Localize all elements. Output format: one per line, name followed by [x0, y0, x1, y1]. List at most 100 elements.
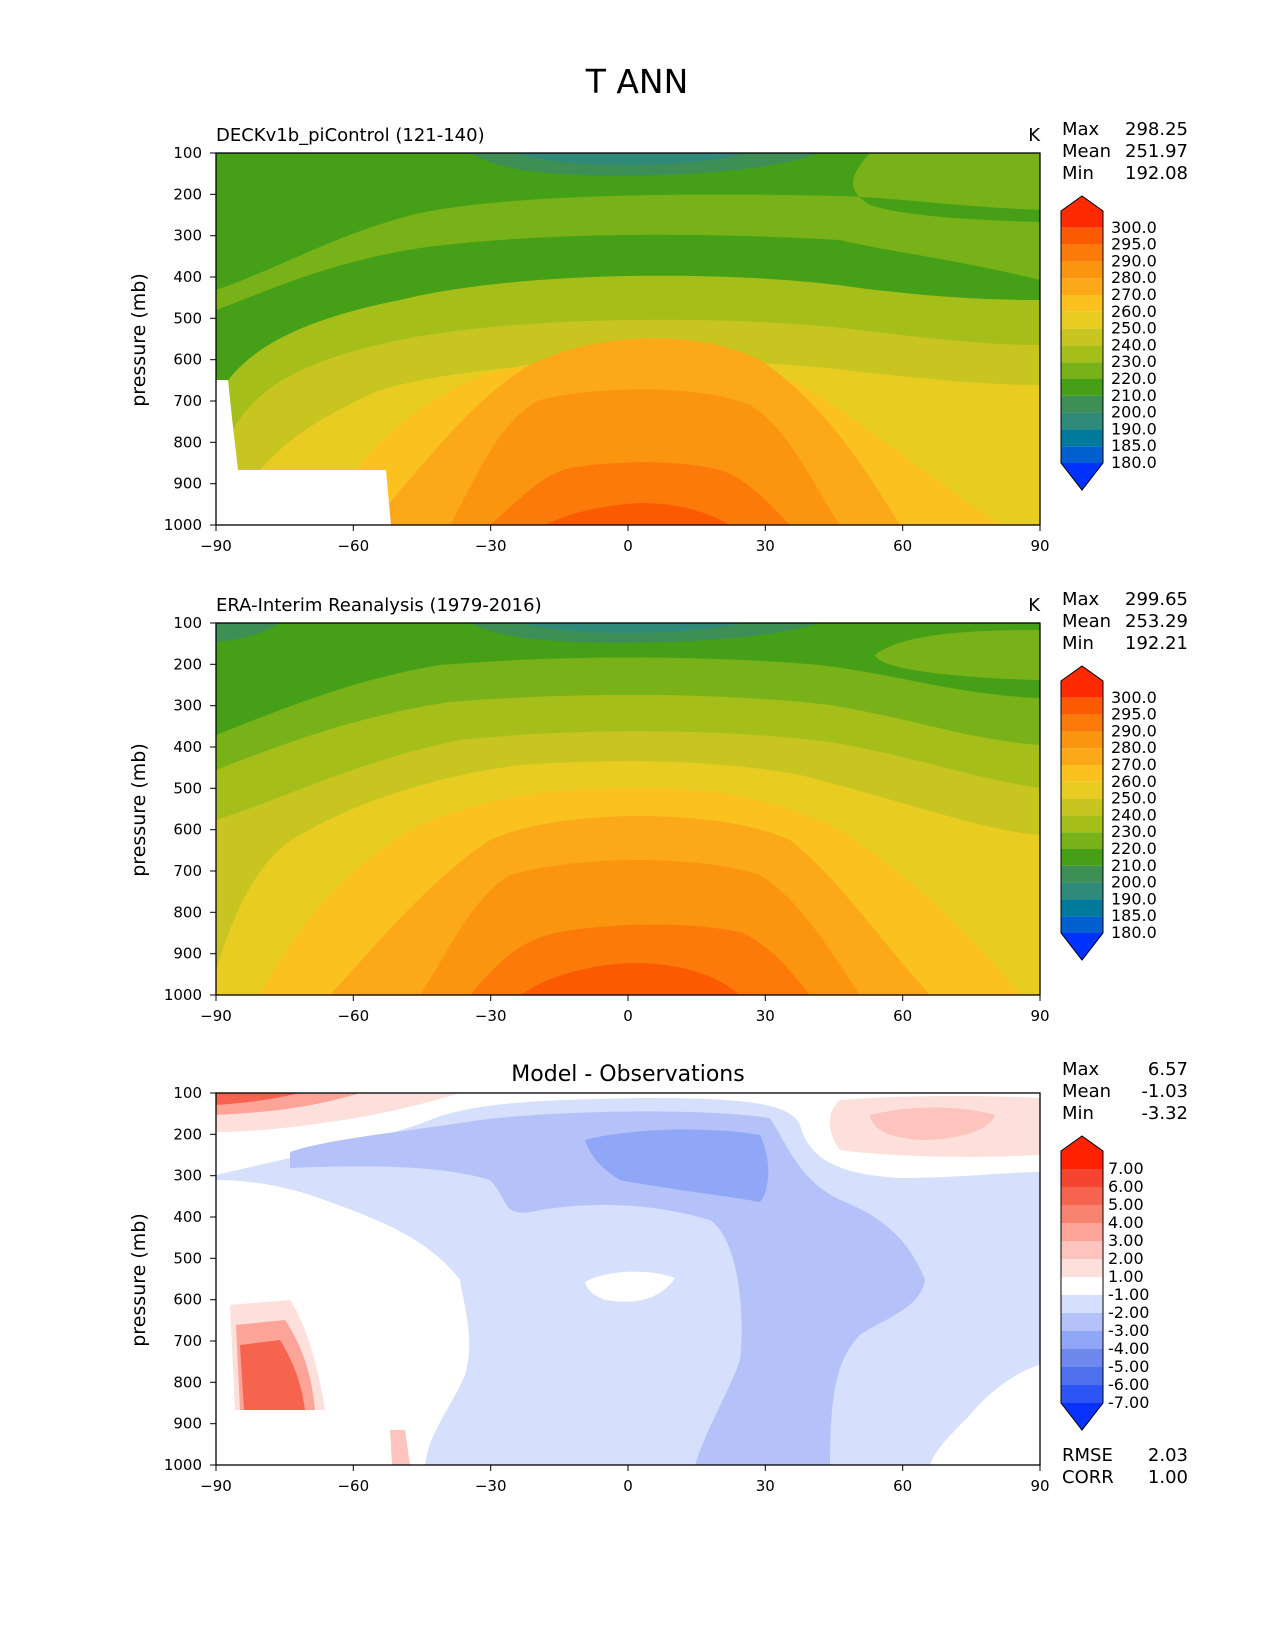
colorbar-label: -1.00	[1108, 1285, 1149, 1304]
y-tick-label: 300	[173, 1167, 202, 1185]
panel-title: ERA-Interim Reanalysis (1979-2016)	[216, 595, 542, 616]
stat-label-mean: Mean	[1062, 1081, 1111, 1102]
colorbar-label: -4.00	[1108, 1339, 1149, 1358]
diff-region-neg3	[585, 1129, 769, 1202]
colorbar-label: 200.0	[1111, 403, 1157, 422]
colorbar-swatch	[1061, 345, 1103, 363]
units-label: K	[1028, 595, 1041, 616]
stat-label-mean: Mean	[1062, 141, 1111, 162]
contour-region-190	[520, 623, 740, 633]
y-axis: 100 200 300 400 500 600 700 800 900 1000	[164, 144, 216, 534]
colorbar-label: 280.0	[1111, 268, 1157, 287]
x-tick-label: −60	[337, 537, 369, 555]
colorbar-swatch	[1061, 781, 1103, 799]
colorbar-swatch	[1061, 1295, 1103, 1313]
panel-title: DECKv1b_piControl (121-140)	[216, 125, 485, 146]
x-tick-label: 60	[893, 1007, 912, 1025]
stat-value-max: 298.25	[1125, 119, 1188, 140]
colorbar-swatch	[1061, 815, 1103, 833]
x-tick-label: 0	[623, 1007, 633, 1025]
colorbar-label: 220.0	[1111, 369, 1157, 388]
colorbar-label: 185.0	[1111, 436, 1157, 455]
colorbar-swatch	[1061, 798, 1103, 816]
colorbar-label: 260.0	[1111, 772, 1157, 791]
colorbar-swatch	[1061, 1223, 1103, 1241]
stat-value-max: 6.57	[1148, 1059, 1188, 1080]
colorbar-swatch	[1061, 1367, 1103, 1385]
contour-region-190	[515, 153, 745, 165]
y-tick-label: 900	[173, 945, 202, 963]
plot-area	[215, 622, 1041, 996]
colorbar-swatch	[1061, 261, 1103, 279]
metric-value-rmse: 2.03	[1148, 1445, 1188, 1466]
colorbar: 180.0 185.0 190.0 200.0 210.0 220.0 230.…	[1060, 195, 1157, 491]
y-tick-label: 500	[173, 309, 202, 327]
diff-region-pos5-nw	[216, 1093, 300, 1105]
colorbar-label: 3.00	[1108, 1231, 1144, 1250]
colorbar-label: 210.0	[1111, 386, 1157, 405]
colorbar-label: 240.0	[1111, 335, 1157, 354]
colorbar-swatch	[1061, 412, 1103, 430]
y-tick-label: 400	[173, 1208, 202, 1226]
colorbar-swatch	[1061, 227, 1103, 245]
y-tick-label: 1000	[164, 516, 202, 534]
colorbar-label: 185.0	[1111, 906, 1157, 925]
x-tick-label: 30	[756, 1007, 775, 1025]
y-tick-label: 600	[173, 1291, 202, 1309]
colorbar-swatch	[1061, 362, 1103, 379]
colorbar-label: 290.0	[1111, 251, 1157, 270]
y-tick-label: 400	[173, 268, 202, 286]
stat-label-mean: Mean	[1062, 611, 1111, 632]
y-tick-label: 800	[173, 903, 202, 921]
y-tick-label: 1000	[164, 1456, 202, 1474]
colorbar-label: 1.00	[1108, 1267, 1144, 1286]
colorbar-swatch	[1061, 666, 1103, 698]
x-axis: −90 −60 −30 0 30 60 90	[200, 525, 1050, 555]
colorbar-label: -5.00	[1108, 1357, 1149, 1376]
x-tick-label: 60	[893, 537, 912, 555]
diff-region-neg2	[290, 1111, 925, 1465]
colorbar-outline	[1060, 1135, 1104, 1431]
diff-region-pos2-ne	[870, 1107, 995, 1140]
colorbar-label: 220.0	[1111, 839, 1157, 858]
contour-region-295	[520, 963, 740, 995]
colorbar-label: 180.0	[1111, 453, 1157, 472]
y-tick-label: 200	[173, 185, 202, 203]
colorbar-swatch	[1061, 899, 1103, 917]
colorbar-label: 300.0	[1111, 218, 1157, 237]
missing-data-mask	[216, 380, 391, 525]
x-tick-label: 90	[1030, 537, 1049, 555]
x-tick-label: −90	[200, 1477, 232, 1495]
stat-value-mean: -1.03	[1141, 1081, 1188, 1102]
colorbar: -7.00 -6.00 -5.00 -4.00 -3.00 -2.00 -1.0…	[1060, 1135, 1149, 1431]
x-tick-label: −90	[200, 537, 232, 555]
stats-block: Max 298.25 Mean 251.97 Min 192.08	[1062, 119, 1188, 184]
metric-label-corr: CORR	[1062, 1467, 1114, 1488]
y-tick-label: 700	[173, 1332, 202, 1350]
colorbar-swatch	[1061, 429, 1103, 447]
contour-region-290	[470, 924, 810, 995]
stat-label-min: Min	[1062, 1103, 1094, 1124]
panel-title: Model - Observations	[511, 1062, 744, 1087]
stat-value-max: 299.65	[1125, 589, 1188, 610]
colorbar-swatch	[1061, 832, 1103, 849]
colorbar-swatch	[1061, 933, 1103, 960]
colorbar-swatch	[1061, 278, 1103, 295]
colorbar-swatch	[1061, 446, 1103, 463]
colorbar-label: 190.0	[1111, 889, 1157, 908]
x-tick-label: −90	[200, 1007, 232, 1025]
colorbar-label: -3.00	[1108, 1321, 1149, 1340]
y-tick-label: 400	[173, 738, 202, 756]
figure-title: T ANN	[585, 62, 689, 101]
colorbar-swatch	[1061, 463, 1103, 490]
x-tick-label: −30	[475, 1007, 507, 1025]
colorbar-swatch	[1061, 328, 1103, 346]
stat-label-max: Max	[1062, 589, 1100, 610]
x-tick-label: 0	[623, 537, 633, 555]
colorbar-label: 230.0	[1111, 352, 1157, 371]
y-axis: 100 200 300 400 500 600 700 800 900 1000	[164, 614, 216, 1004]
y-tick-label: 300	[173, 697, 202, 715]
stat-value-mean: 251.97	[1125, 141, 1188, 162]
colorbar-swatch	[1061, 1205, 1103, 1223]
